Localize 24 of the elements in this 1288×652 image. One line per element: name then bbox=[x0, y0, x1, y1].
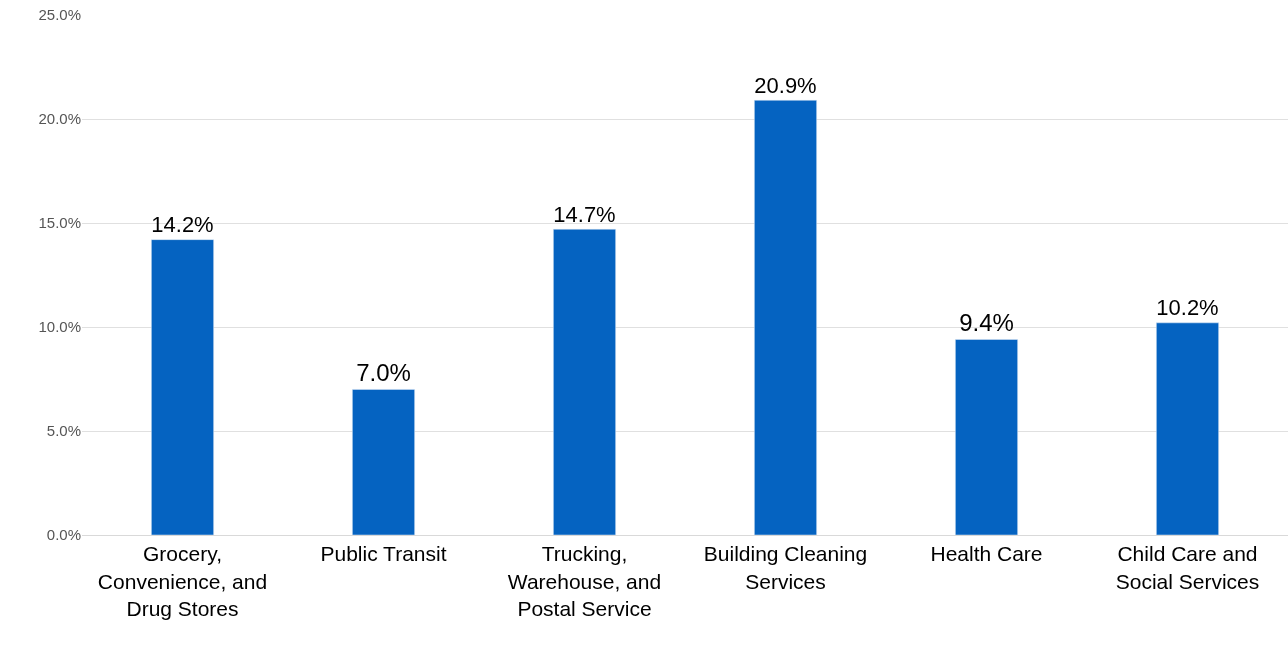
data-label: 9.4% bbox=[959, 309, 1014, 337]
y-tick-label: 5.0% bbox=[46, 422, 81, 440]
bar bbox=[151, 239, 214, 535]
data-label: 20.9% bbox=[754, 72, 817, 98]
y-tick-label: 25.0% bbox=[38, 6, 81, 24]
x-tick-label: Public Transit bbox=[320, 542, 447, 566]
bar bbox=[352, 389, 415, 535]
bar bbox=[1156, 322, 1219, 535]
x-tick-label: Health Care bbox=[930, 542, 1043, 566]
data-label: 10.2% bbox=[1156, 295, 1219, 321]
data-label: 7.0% bbox=[356, 359, 411, 387]
bar bbox=[955, 339, 1018, 535]
y-tick-label: 0.0% bbox=[46, 526, 81, 544]
x-tick-label: Building Cleaning Services bbox=[703, 542, 868, 593]
x-tick-label: Child Care and Social Services bbox=[1115, 542, 1260, 593]
data-label: 14.7% bbox=[553, 201, 616, 227]
y-tick-label: 15.0% bbox=[38, 214, 81, 232]
data-label: 14.2% bbox=[151, 212, 214, 238]
x-tick-label: Trucking, Warehouse, and Postal Service bbox=[507, 542, 662, 620]
bar bbox=[553, 228, 616, 535]
y-tick-label: 20.0% bbox=[38, 110, 81, 128]
bar bbox=[754, 100, 817, 535]
x-tick-label: Grocery, Convenience, and Drug Stores bbox=[97, 542, 268, 620]
y-tick-label: 10.0% bbox=[38, 318, 81, 336]
